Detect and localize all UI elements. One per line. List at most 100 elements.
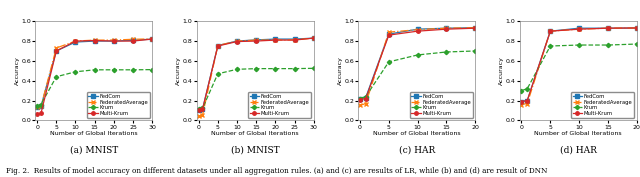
FederatedAverage (72, 40, 79, 42)
Line: Krum: Krum (197, 67, 316, 111)
Multi-Krum (52, 50, 60, 52)
Line: Krum: Krum (36, 68, 154, 108)
Multi-Krum (524, 99, 531, 102)
FedCom (362, 96, 369, 99)
Krum (91, 69, 99, 71)
Krum (291, 68, 298, 70)
Legend: FedCom, FederatedAverage, Krum, Multi-Krum: FedCom, FederatedAverage, Krum, Multi-Kr… (86, 92, 150, 118)
Line: FederatedAverage: FederatedAverage (196, 36, 316, 118)
Y-axis label: Accuracy: Accuracy (176, 56, 181, 85)
FederatedAverage (414, 29, 422, 31)
FederatedAverage (33, 106, 41, 109)
Krum (233, 68, 241, 70)
Legend: FedCom, FederatedAverage, Krum, Multi-Krum: FedCom, FederatedAverage, Krum, Multi-Kr… (410, 92, 473, 118)
Text: (a) MNIST: (a) MNIST (70, 145, 118, 154)
FederatedAverage (385, 31, 392, 33)
Krum (633, 43, 640, 45)
FederatedAverage (356, 104, 364, 107)
Line: FedCom: FedCom (520, 26, 639, 103)
Multi-Krum (271, 39, 279, 41)
Multi-Krum (252, 40, 260, 42)
FedCom (443, 27, 451, 29)
FedCom (110, 40, 118, 42)
Line: FedCom: FedCom (358, 26, 477, 100)
FederatedAverage (233, 40, 241, 42)
X-axis label: Number of Global Iterations: Number of Global Iterations (50, 131, 138, 136)
Line: Multi-Krum: Multi-Krum (197, 36, 316, 112)
Multi-Krum (518, 101, 525, 103)
Y-axis label: Accuracy: Accuracy (338, 56, 343, 85)
FedCom (385, 33, 392, 35)
FedCom (547, 30, 554, 32)
Krum (252, 68, 260, 70)
Krum (271, 68, 279, 70)
Multi-Krum (604, 27, 612, 29)
Multi-Krum (195, 109, 202, 112)
FederatedAverage (472, 27, 479, 29)
FederatedAverage (252, 39, 260, 41)
FedCom (148, 38, 156, 40)
Text: Fig. 2.  Results of model accuracy on different datasets under all aggregation r: Fig. 2. Results of model accuracy on dif… (6, 167, 548, 175)
Krum (472, 50, 479, 52)
Multi-Krum (633, 27, 640, 29)
Krum (33, 105, 41, 108)
Multi-Krum (362, 98, 369, 100)
FedCom (195, 109, 202, 112)
FedCom (271, 38, 279, 40)
FedCom (472, 27, 479, 29)
FedCom (72, 41, 79, 43)
X-axis label: Number of Global Iterations: Number of Global Iterations (373, 131, 461, 136)
Multi-Krum (129, 40, 137, 42)
Y-axis label: Accuracy: Accuracy (15, 56, 20, 85)
Krum (37, 103, 45, 105)
Krum (198, 107, 206, 110)
Krum (214, 73, 221, 75)
Multi-Krum (472, 27, 479, 29)
FedCom (52, 50, 60, 52)
FedCom (604, 27, 612, 29)
Multi-Krum (33, 113, 41, 115)
Line: Krum: Krum (358, 49, 477, 100)
Multi-Krum (148, 38, 156, 40)
Krum (52, 76, 60, 78)
Line: Multi-Krum: Multi-Krum (520, 26, 639, 103)
Line: Krum: Krum (520, 42, 638, 92)
Line: FedCom: FedCom (197, 36, 316, 112)
FederatedAverage (37, 105, 45, 108)
Text: (b) MNIST: (b) MNIST (231, 145, 280, 154)
FedCom (575, 27, 583, 29)
FedCom (518, 101, 525, 103)
FedCom (129, 39, 137, 41)
Krum (310, 67, 317, 69)
FedCom (33, 106, 41, 109)
FedCom (37, 105, 45, 108)
Krum (72, 71, 79, 73)
FedCom (414, 28, 422, 30)
FederatedAverage (518, 103, 525, 105)
Legend: FedCom, FederatedAverage, Krum, Multi-Krum: FedCom, FederatedAverage, Krum, Multi-Kr… (571, 92, 634, 118)
FedCom (356, 98, 364, 100)
FederatedAverage (110, 39, 118, 41)
FedCom (310, 37, 317, 39)
FedCom (233, 40, 241, 42)
FederatedAverage (547, 30, 554, 32)
FederatedAverage (362, 102, 369, 105)
Krum (547, 45, 554, 47)
FederatedAverage (129, 38, 137, 40)
Multi-Krum (91, 39, 99, 42)
Line: Multi-Krum: Multi-Krum (35, 37, 154, 116)
Line: FederatedAverage: FederatedAverage (520, 26, 639, 107)
Krum (518, 90, 525, 92)
FedCom (252, 39, 260, 41)
Krum (414, 54, 422, 56)
Krum (110, 69, 118, 71)
Line: FederatedAverage: FederatedAverage (358, 26, 477, 108)
FederatedAverage (575, 28, 583, 30)
FederatedAverage (310, 37, 317, 39)
FedCom (524, 99, 531, 102)
Krum (575, 44, 583, 46)
Y-axis label: Accuracy: Accuracy (499, 56, 504, 85)
Multi-Krum (414, 30, 422, 32)
FedCom (214, 44, 221, 47)
FederatedAverage (91, 39, 99, 41)
